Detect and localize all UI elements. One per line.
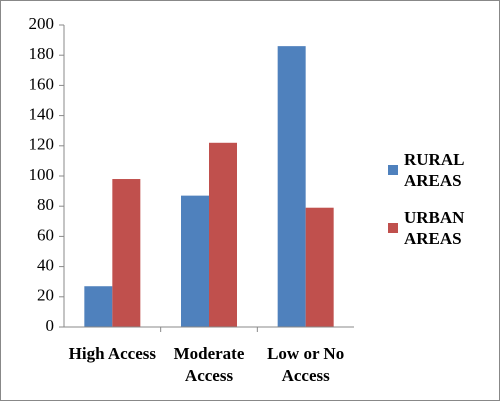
y-tick-label: 60 [37, 225, 54, 244]
legend-entry: RURAL AREAS [388, 149, 498, 191]
y-tick-label: 160 [29, 74, 55, 93]
y-tick-label: 180 [29, 44, 55, 63]
y-tick-label: 200 [29, 14, 55, 33]
legend-swatch [388, 223, 398, 233]
bar [84, 286, 113, 327]
legend-entry: URBAN AREAS [388, 207, 498, 249]
x-tick-label: Low or No Access [267, 344, 345, 385]
y-tick-label: 140 [29, 105, 55, 124]
y-tick-label: 120 [29, 135, 55, 154]
bar [305, 207, 334, 327]
bar [112, 179, 141, 327]
legend-label: RURAL AREAS [404, 150, 464, 190]
y-tick-label: 40 [37, 256, 54, 275]
legend-label: URBAN AREAS [404, 208, 465, 248]
x-tick-label: Moderate Access [173, 344, 245, 385]
y-tick-label: 80 [37, 195, 54, 214]
y-tick-label: 100 [29, 165, 55, 184]
y-tick-label: 0 [46, 316, 55, 335]
x-tick-label: High Access [68, 344, 156, 363]
legend-swatch [388, 165, 398, 175]
y-tick-label: 20 [37, 286, 54, 305]
bar [181, 195, 209, 327]
bar [277, 46, 306, 327]
bar [209, 142, 237, 327]
